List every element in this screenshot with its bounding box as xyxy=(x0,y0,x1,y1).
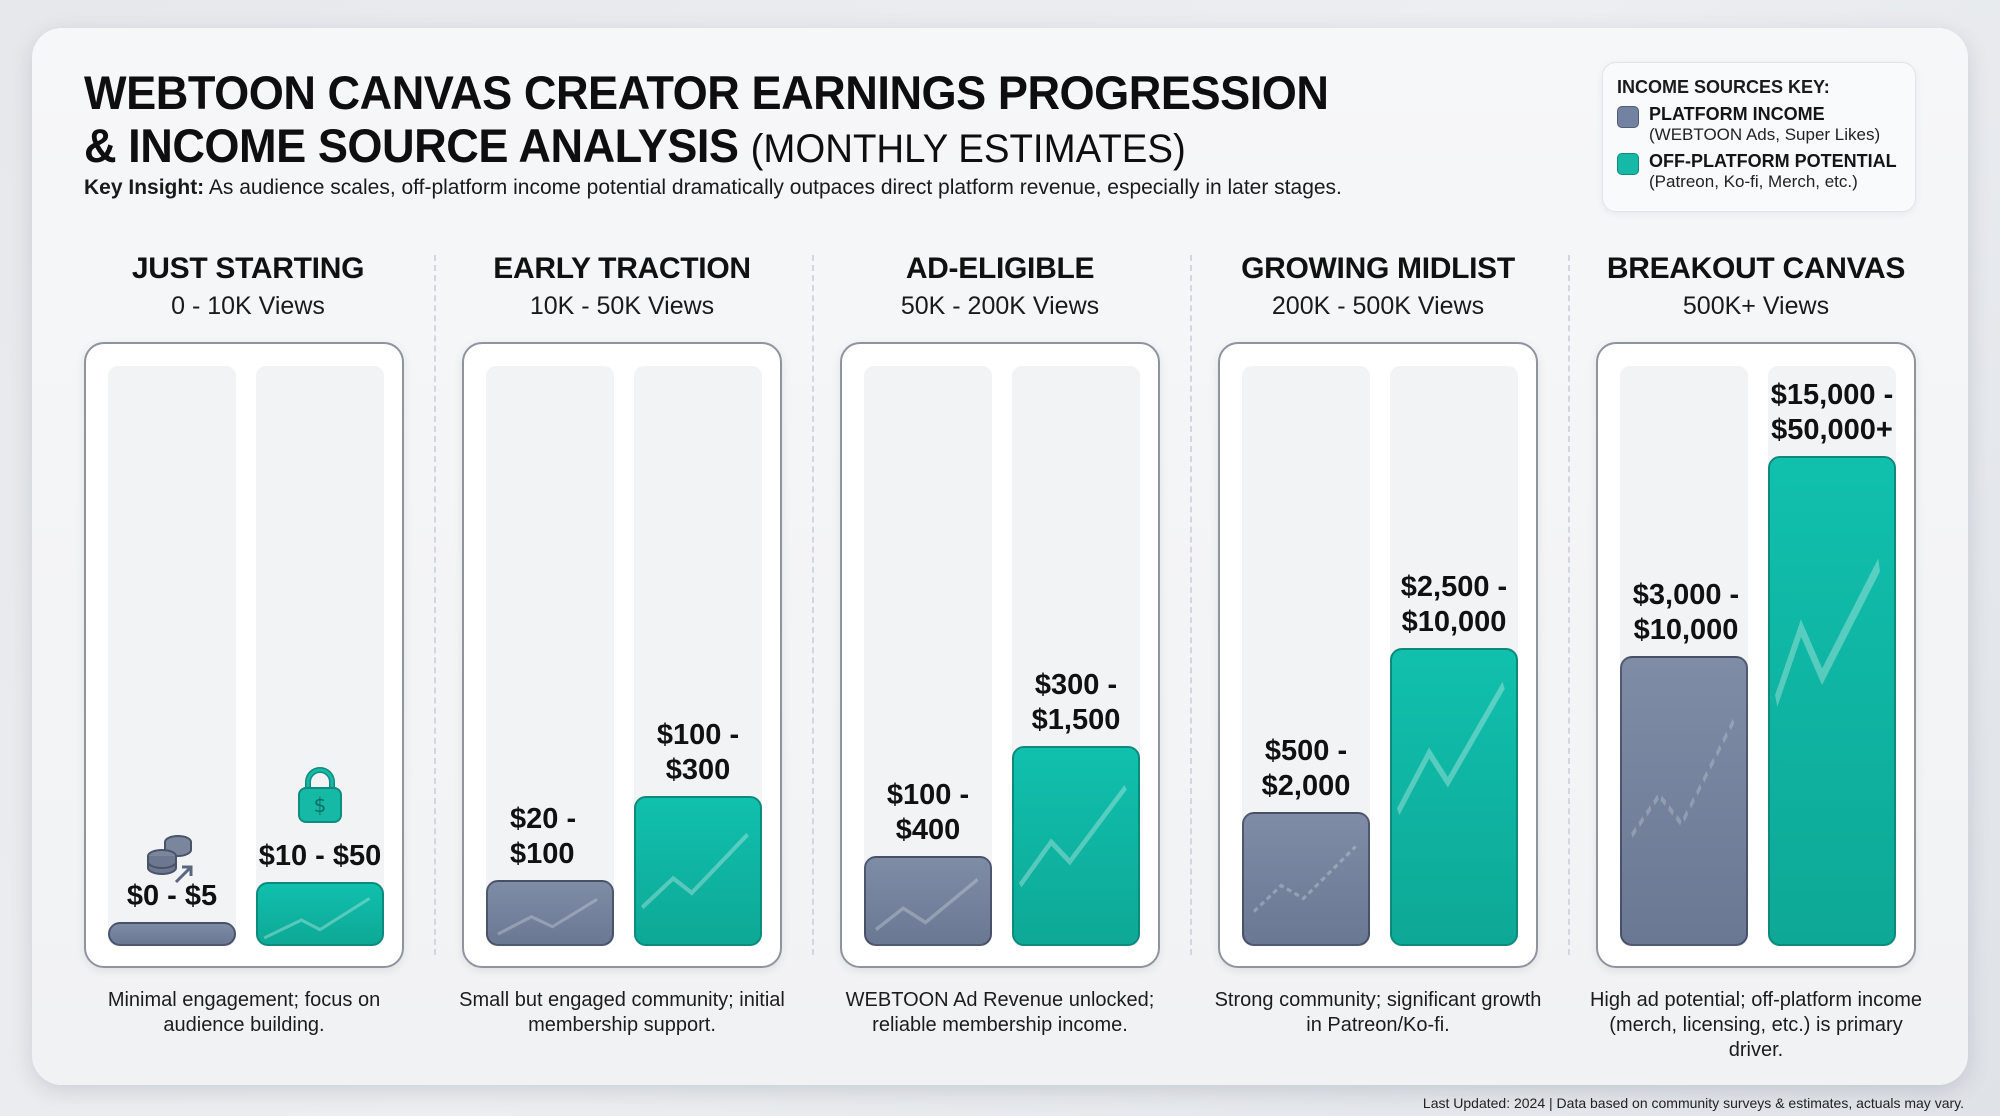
off-platform-track: $15,000 - $50,000+ xyxy=(1768,366,1896,946)
off-platform-value: $10 - $50 xyxy=(258,840,382,872)
off-platform-value: $15,000 - $50,000+ xyxy=(1770,379,1894,446)
legend-item-off-platform: OFF-PLATFORM POTENTIAL (Patreon, Ko-fi, M… xyxy=(1617,151,1901,192)
platform-value: $20 - $100 xyxy=(510,803,577,870)
platform-bar xyxy=(864,856,992,946)
stage-panel-early-traction: $20 - $100 $100 - $300 xyxy=(462,342,782,968)
divider xyxy=(434,255,436,955)
stage-panel-just-starting: $0 - $5 $ $10 - $50 xyxy=(84,342,404,968)
platform-value: $100 - $400 xyxy=(886,779,970,846)
stage-header-growing-midlist: GROWING MIDLIST 200K - 500K Views xyxy=(1241,252,1515,320)
off-platform-value: $2,500 - $10,000 xyxy=(1400,571,1508,638)
title-line-1: WEBTOON CANVAS CREATOR EARNINGS PROGRESS… xyxy=(84,66,1329,119)
key-insight: Key Insight: As audience scales, off-pla… xyxy=(84,176,1342,199)
legend: INCOME SOURCES KEY: PLATFORM INCOME (WEBT… xyxy=(1602,62,1916,212)
coins-icon xyxy=(144,832,200,893)
platform-bar xyxy=(1242,812,1370,946)
stage-panel-growing-midlist: $500 - $2,000 $2,500 - $10,000 xyxy=(1218,342,1538,968)
svg-text:$: $ xyxy=(314,793,327,817)
off-platform-bar xyxy=(1390,648,1518,946)
off-platform-track: $ $10 - $50 xyxy=(256,366,384,946)
divider xyxy=(1568,255,1570,955)
off-platform-track: $100 - $300 xyxy=(634,366,762,946)
stage-panel-breakout-canvas: $3,000 - $10,000 $15,000 - $50,000+ xyxy=(1596,342,1916,968)
divider xyxy=(1190,255,1192,955)
lock-dollar-icon: $ xyxy=(296,766,344,829)
platform-track: $3,000 - $10,000 xyxy=(1620,366,1748,946)
platform-value: $3,000 - $10,000 xyxy=(1632,579,1740,646)
platform-track: $100 - $400 xyxy=(864,366,992,946)
stage-header-breakout-canvas: BREAKOUT CANVAS 500K+ Views xyxy=(1606,252,1906,320)
title-line-2: & INCOME SOURCE ANALYSIS (MONTHLY ESTIMA… xyxy=(84,119,1186,172)
stage-note-early-traction: Small but engaged community; initial mem… xyxy=(459,989,785,1036)
platform-swatch xyxy=(1617,106,1639,128)
off-platform-bar xyxy=(1768,456,1896,946)
off-platform-track: $300 - $1,500 xyxy=(1012,366,1140,946)
divider xyxy=(812,255,814,955)
stage-note-ad-eligible: WEBTOON Ad Revenue unlocked; reliable me… xyxy=(845,989,1155,1036)
stage-note-growing-midlist: Strong community; significant growth in … xyxy=(1214,989,1542,1036)
stage-header-just-starting: JUST STARTING 0 - 10K Views xyxy=(131,252,365,320)
platform-track: $500 - $2,000 xyxy=(1242,366,1370,946)
off-platform-bar xyxy=(256,882,384,946)
legend-item-platform: PLATFORM INCOME (WEBTOON Ads, Super Likes… xyxy=(1617,104,1901,145)
stage-header-early-traction: EARLY TRACTION 10K - 50K Views xyxy=(493,252,751,320)
off-platform-swatch xyxy=(1617,153,1639,175)
platform-track: $20 - $100 xyxy=(486,366,614,946)
off-platform-value: $100 - $300 xyxy=(656,719,740,786)
legend-title: INCOME SOURCES KEY: xyxy=(1617,77,1830,97)
platform-bar xyxy=(108,922,236,946)
page-title: WEBTOON CANVAS CREATOR EARNINGS PROGRESS… xyxy=(84,66,1329,176)
platform-value: $0 - $5 xyxy=(126,880,218,912)
off-platform-bar xyxy=(1012,746,1140,946)
platform-track: $0 - $5 xyxy=(108,366,236,946)
footer-note: Last Updated: 2024 | Data based on commu… xyxy=(1422,1095,1964,1111)
title-suffix: (MONTHLY ESTIMATES) xyxy=(750,127,1186,171)
off-platform-value: $300 - $1,500 xyxy=(1031,669,1121,736)
platform-bar xyxy=(1620,656,1748,946)
platform-value: $500 - $2,000 xyxy=(1261,735,1351,802)
stage-note-breakout-canvas: High ad potential; off-platform income (… xyxy=(1589,989,1923,1061)
off-platform-track: $2,500 - $10,000 xyxy=(1390,366,1518,946)
stage-header-ad-eligible: AD-ELIGIBLE 50K - 200K Views xyxy=(900,252,1100,320)
off-platform-bar xyxy=(634,796,762,946)
stage-note-just-starting: Minimal engagement; focus on audience bu… xyxy=(107,989,381,1036)
stage-panel-ad-eligible: $100 - $400 $300 - $1,500 xyxy=(840,342,1160,968)
platform-bar xyxy=(486,880,614,946)
